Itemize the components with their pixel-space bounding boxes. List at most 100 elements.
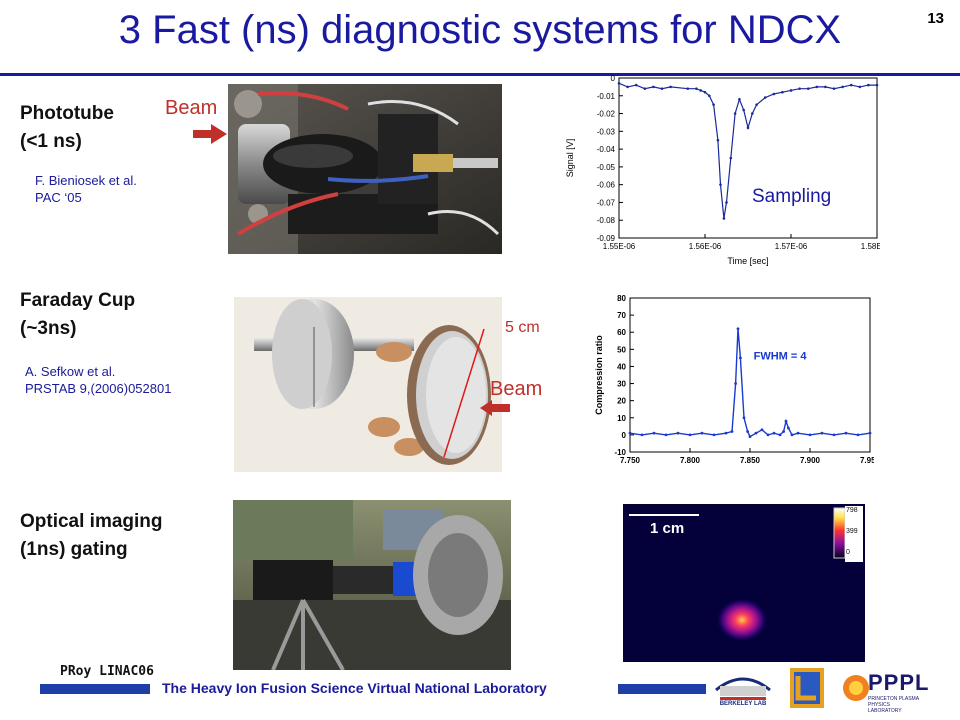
signal-data-point: [643, 87, 647, 90]
compression-ytick-label: 80: [617, 294, 626, 303]
phototube-label: Phototube (<1 ns): [20, 100, 114, 156]
signal-data-point: [746, 126, 750, 130]
compression-ytick-label: 70: [617, 311, 626, 320]
compression-data-point: [808, 433, 812, 437]
signal-ytick-label: -0.08: [597, 216, 616, 225]
faraday-label: Faraday Cup (~3ns): [20, 287, 135, 343]
compression-ytick-label: 60: [617, 328, 626, 337]
signal-data-point: [695, 87, 698, 90]
signal-data-point: [686, 87, 690, 90]
signal-data-point: [832, 87, 836, 90]
scale-bar-label: 1 cm: [650, 520, 685, 537]
compression-data-point: [760, 428, 764, 432]
faraday-size-label: 5 cm: [505, 319, 540, 336]
compression-data-point: [724, 431, 728, 435]
signal-ytick-label: -0.04: [597, 145, 616, 154]
title-divider: [0, 73, 960, 76]
page-number: 13: [927, 10, 944, 27]
signal-data-point: [798, 87, 801, 90]
signal-xaxis-label: Time [sec]: [727, 256, 768, 266]
signal-plot-frame: [618, 77, 878, 239]
compression-data-point: [844, 431, 848, 435]
compression-ytick-label: 0: [622, 431, 627, 440]
signal-ytick-label: -0.05: [597, 163, 616, 172]
faraday-label-line2: (~3ns): [20, 318, 77, 339]
signal-data-point: [763, 96, 767, 99]
signal-data-point: [875, 83, 879, 87]
signal-data-point: [733, 112, 737, 115]
signal-data-point: [708, 94, 711, 98]
footer-lab-text: The Heavy Ion Fusion Science Virtual Nat…: [162, 680, 547, 696]
compression-data-point: [796, 431, 800, 435]
signal-series-line: [618, 82, 877, 219]
compression-data-point: [787, 426, 790, 430]
footer-bar-left: [40, 684, 150, 694]
signal-data-point: [669, 85, 672, 89]
signal-ytick-label: -0.07: [597, 198, 616, 207]
compression-data-point: [766, 433, 770, 437]
signal-data-point: [699, 89, 702, 92]
signal-data-point: [626, 85, 629, 89]
compression-data-point: [868, 431, 872, 435]
compression-annotation: FWHM = 4: [754, 351, 808, 363]
compression-ratio-svg: 80 70 60 50 40 30 20 10 0 -107.750 7.800 7.850 7.900…: [594, 294, 881, 465]
compression-data-point: [664, 433, 668, 437]
signal-ytick-label: -0.03: [597, 127, 616, 136]
compression-data-point: [790, 433, 794, 437]
signal-data-point: [703, 90, 707, 94]
phototube-label-line2: (<1 ns): [20, 131, 82, 152]
compression-data-point: [754, 431, 758, 435]
compression-plot-frame: [629, 297, 871, 453]
faraday-label-line1: Faraday Cup: [20, 290, 136, 311]
optical-label: Optical imaging (1ns) gating: [20, 508, 163, 564]
compression-data-point: [688, 433, 692, 437]
faraday-cup-photo: [234, 297, 502, 472]
compression-ytick-label: 50: [617, 345, 626, 354]
faraday-beam-label: Beam: [490, 378, 543, 400]
compression-ytick-label: 30: [617, 380, 626, 389]
pppl-logo-text: PPPL: [868, 670, 930, 695]
phototube-beam-arrow-icon: [193, 124, 227, 144]
signal-data-point: [781, 90, 784, 94]
signal-ytick-label: -0.01: [597, 92, 616, 101]
compression-ytick-label: -10: [614, 448, 626, 457]
signal-data-point: [716, 138, 720, 142]
compression-xtick-label: 7.950: [860, 456, 874, 465]
compression-data-point: [739, 356, 742, 360]
compression-data-point: [778, 433, 782, 437]
signal-data-point: [660, 87, 664, 90]
signal-data-point: [789, 89, 793, 92]
phototube-label-line1: Phototube: [20, 103, 114, 124]
phototube-signal-svg: 0 -0.01 -0.02 -0.03 -0.04 -0.05 -0.06 -0.07 -0.0…: [565, 74, 894, 266]
signal-xtick-label: 1.58E-06: [861, 242, 880, 251]
faraday-citation: A. Sefkow et al. PRSTAB 9,(2006)052801: [25, 363, 171, 397]
signal-ytick-label: -0.06: [597, 181, 616, 190]
signal-data-point: [712, 103, 715, 106]
signal-data-point: [751, 112, 754, 115]
compression-data-point: [782, 430, 785, 433]
compression-data-point: [772, 431, 776, 435]
compression-data-point: [820, 431, 824, 435]
compression-ytick-label: 20: [617, 397, 626, 406]
signal-data-point: [742, 108, 745, 112]
signal-data-point: [617, 82, 621, 85]
signal-data-point: [849, 83, 853, 87]
optical-setup-photo: [233, 500, 511, 670]
compression-data-point: [856, 433, 860, 437]
faraday-beam-arrow-icon: [480, 400, 510, 416]
faraday-citation-line1: A. Sefkow et al.: [25, 364, 116, 379]
signal-data-point: [652, 85, 655, 89]
compression-data-point: [730, 430, 734, 433]
compression-ratio-chart: 80 70 60 50 40 30 20 10 0 -10 7.750 7.800 7.850 7.900…: [592, 290, 881, 482]
compression-data-point: [734, 382, 737, 385]
signal-data-point: [738, 98, 741, 101]
berkeley-lab-logo: BERKELEY LAB: [712, 666, 774, 712]
pppl-logo-subtext: PRINCETON PLASMA PHYSICS LABORATORY: [868, 696, 919, 714]
compression-yaxis-label: Compression ratio: [594, 335, 604, 415]
compression-ytick-label: 40: [617, 362, 626, 371]
colorbar-min: 0: [846, 549, 850, 556]
compression-data-point: [628, 431, 632, 435]
optical-label-line1: Optical imaging: [20, 511, 163, 532]
faraday-citation-line2: PRSTAB 9,(2006)052801: [25, 381, 172, 396]
compression-data-point: [736, 327, 740, 331]
